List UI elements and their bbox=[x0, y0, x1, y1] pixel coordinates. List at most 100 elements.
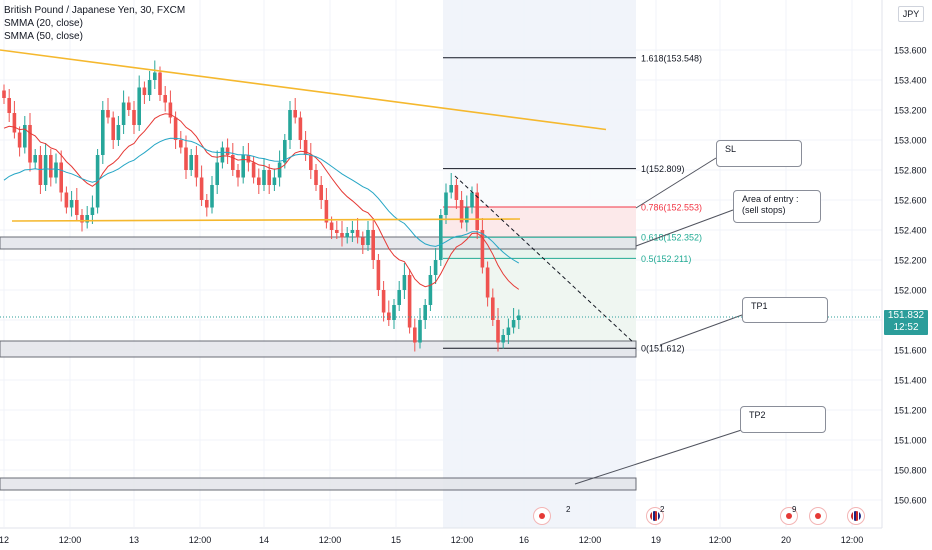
candle-body bbox=[173, 117, 178, 140]
candle-body bbox=[101, 110, 105, 155]
candle-body bbox=[142, 87, 147, 95]
chart-legend: British Pound / Japanese Yen, 30, FXCM S… bbox=[4, 4, 185, 43]
candle-body bbox=[85, 215, 89, 223]
time-tick-label: 12:00 bbox=[189, 535, 212, 545]
entry-zone bbox=[0, 236, 637, 250]
entry-connector bbox=[635, 209, 734, 247]
candle-body bbox=[199, 177, 204, 200]
bar-countdown: 12:52 bbox=[893, 322, 919, 333]
entry-callout[interactable]: Area of entry : (sell stops) bbox=[733, 190, 821, 223]
candle-body bbox=[205, 200, 209, 208]
candle-body bbox=[324, 200, 329, 223]
candle-body bbox=[49, 155, 53, 178]
candle-body bbox=[475, 192, 479, 230]
price-tick-label: 150.600 bbox=[894, 496, 927, 506]
time-tick-label: 12 bbox=[0, 535, 9, 545]
price-tick-label: 151.400 bbox=[894, 376, 927, 386]
candle-body bbox=[127, 102, 131, 110]
candle-body bbox=[288, 110, 292, 140]
candle-body bbox=[350, 230, 355, 233]
candle-body bbox=[439, 215, 443, 260]
time-tick-label: 16 bbox=[519, 535, 529, 545]
ma20-legend[interactable]: SMMA (20, close) bbox=[4, 18, 83, 29]
candle-body bbox=[517, 315, 521, 320]
fib-level-label: 0.5(152.211) bbox=[641, 254, 691, 264]
candle-body bbox=[418, 320, 422, 343]
candle-body bbox=[75, 200, 79, 215]
candle-body bbox=[111, 117, 115, 140]
flag-icon[interactable] bbox=[847, 507, 865, 525]
price-tick-label: 153.600 bbox=[894, 46, 927, 56]
time-tick-label: 12:00 bbox=[319, 535, 342, 545]
price-tick-label: 152.200 bbox=[894, 256, 927, 266]
candle-body bbox=[246, 155, 251, 163]
tp1-zone bbox=[0, 340, 637, 358]
fib-level-label: 1.618(153.548) bbox=[641, 53, 702, 63]
dot-icon[interactable] bbox=[809, 507, 827, 525]
candle-body bbox=[449, 185, 453, 193]
flag-icon[interactable] bbox=[533, 507, 551, 525]
candle-body bbox=[257, 177, 261, 185]
candle-body bbox=[59, 162, 63, 193]
descending-trendline bbox=[0, 49, 607, 131]
candle-body bbox=[215, 162, 219, 185]
candle-body bbox=[387, 312, 391, 320]
entry-label-2: (sell stops) bbox=[742, 205, 786, 215]
candle-body bbox=[465, 207, 469, 223]
time-tick-label: 12:00 bbox=[709, 535, 732, 545]
sl-callout[interactable]: SL bbox=[716, 140, 802, 167]
tp1-connector bbox=[659, 314, 743, 346]
ma50-legend[interactable]: SMMA (50, close) bbox=[4, 31, 83, 42]
smma-20-line bbox=[3, 113, 520, 290]
tp1-callout[interactable]: TP1 bbox=[742, 297, 828, 323]
candle-body bbox=[366, 230, 370, 245]
candle-body bbox=[225, 147, 230, 155]
candle-body bbox=[251, 162, 256, 178]
currency-badge[interactable]: JPY bbox=[898, 6, 924, 22]
time-axis[interactable]: 12 12:00 13 12:00 14 12:00 15 12:00 16 12:00 19 12:… bbox=[0, 527, 882, 545]
candle-body bbox=[54, 162, 58, 178]
candle-body bbox=[428, 275, 433, 305]
candle-body bbox=[231, 155, 235, 170]
candle-body bbox=[153, 72, 157, 80]
horizontal-trendline bbox=[11, 218, 521, 222]
tp2-callout[interactable]: TP2 bbox=[740, 406, 826, 433]
candle-body bbox=[168, 102, 173, 118]
candle-body bbox=[7, 98, 11, 113]
projection-line bbox=[454, 175, 635, 344]
candle-body bbox=[189, 155, 193, 170]
fib-zone-lower bbox=[443, 258, 636, 349]
candle-body bbox=[220, 147, 225, 163]
flag-icon[interactable] bbox=[646, 507, 664, 525]
price-tick-label: 152.600 bbox=[894, 196, 927, 206]
candle-body bbox=[283, 140, 287, 163]
price-tick-label: 153.200 bbox=[894, 106, 927, 116]
candle-body bbox=[184, 147, 188, 170]
candle-body bbox=[80, 215, 84, 223]
tp2-zone bbox=[0, 477, 637, 491]
candle-body bbox=[392, 305, 396, 320]
dot-icon[interactable] bbox=[780, 507, 798, 525]
smma-50-line bbox=[3, 137, 520, 264]
fib-zone-top bbox=[443, 168, 636, 208]
candle-body bbox=[361, 237, 365, 245]
trend-lines[interactable] bbox=[0, 49, 761, 485]
candle-body bbox=[262, 170, 266, 185]
candle-body bbox=[277, 162, 282, 178]
candle-body bbox=[106, 110, 110, 118]
candle-body bbox=[116, 125, 121, 140]
candle-body bbox=[496, 320, 500, 343]
tp2-label: TP2 bbox=[749, 410, 766, 420]
candle-body bbox=[444, 192, 448, 215]
event-count: 2 bbox=[660, 505, 665, 514]
zones bbox=[0, 0, 637, 528]
candle-body bbox=[303, 140, 308, 155]
fibonacci-retracement[interactable]: 1.618(153.548) 1(152.809) 0.786(152.553) 0.… bbox=[443, 53, 702, 354]
candle-body bbox=[158, 72, 162, 95]
candle-body bbox=[43, 155, 48, 185]
price-tick-label: 153.000 bbox=[894, 136, 927, 146]
candle-body bbox=[69, 200, 74, 208]
candle-body bbox=[210, 185, 214, 208]
symbol-title[interactable]: British Pound / Japanese Yen, 30, FXCM bbox=[4, 5, 186, 16]
